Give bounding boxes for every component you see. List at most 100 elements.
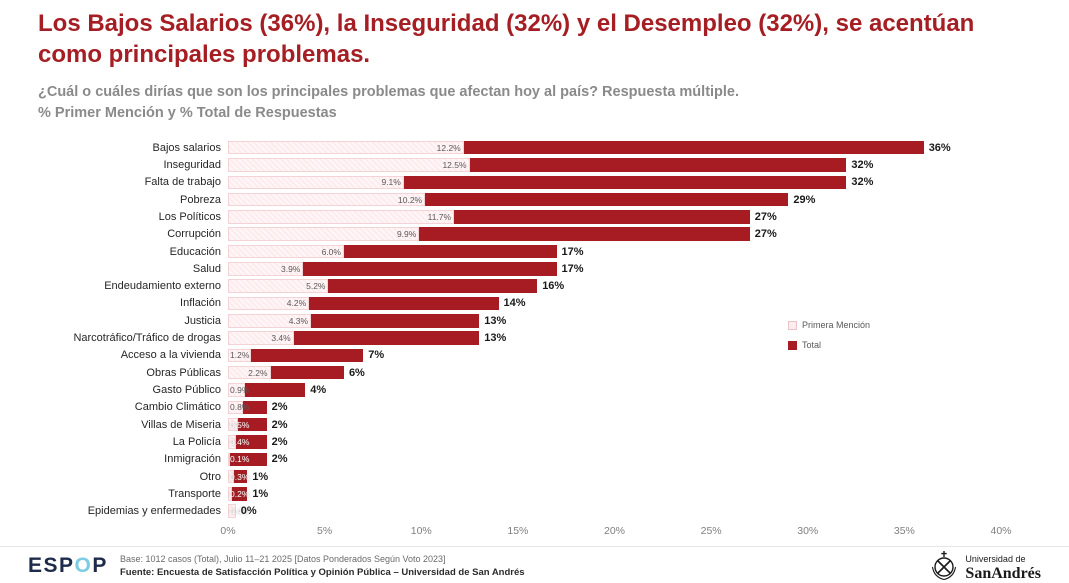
- total-value: 27%: [754, 210, 777, 223]
- row-plot-area: 5.2% 16%: [228, 279, 1001, 293]
- chart-row: Endeudamiento externo 5.2% 16%: [38, 278, 1001, 295]
- bar-chart: Bajos salarios 12.2% 36% Inseguridad 12.5% 32…: [38, 139, 1012, 545]
- total-bar: [233, 469, 248, 484]
- total-value: 1%: [252, 487, 269, 500]
- primera-mencion-value: 9.1%: [381, 177, 401, 188]
- total-value: 14%: [503, 297, 526, 310]
- total-value: 2%: [271, 435, 288, 448]
- x-axis-tick: 15%: [507, 524, 529, 537]
- source-notes: Base: 1012 casos (Total), Julio 11–21 20…: [120, 554, 525, 578]
- university-name: Universidad de SanAndrés: [965, 553, 1041, 582]
- primera-mencion-bar: [228, 348, 252, 363]
- chart-row: La Policía 0.4% 2%: [38, 433, 1001, 450]
- total-bar: [469, 158, 847, 172]
- university-name-line2: SanAndrés: [965, 564, 1041, 582]
- total-value: 7%: [368, 349, 385, 362]
- primera-mencion-value: 9.9%: [396, 229, 417, 240]
- row-plot-area: 0.4% 2%: [228, 435, 1001, 449]
- x-axis-tick: 20%: [603, 524, 626, 537]
- category-label: Transporte: [168, 487, 221, 500]
- university-name-line1: Universidad de: [965, 553, 1026, 564]
- x-axis-tick: 35%: [893, 524, 915, 537]
- total-bar: [328, 279, 538, 293]
- chart-row: Los Políticos 11.7% 27%: [38, 208, 1001, 225]
- primera-mencion-value: 0.4%: [230, 506, 250, 517]
- chart-row: Epidemias y enfermedades 0.4% 0%: [38, 503, 1001, 520]
- category-label: Inseguridad: [163, 158, 222, 171]
- category-label: Cambio Climático: [134, 401, 221, 414]
- row-plot-area: 0.4% 0%: [228, 504, 1001, 518]
- legend-item-primera-mencion: Primera Mención: [788, 320, 870, 330]
- legend-swatch-primera-mencion: [788, 320, 797, 330]
- legend-item-total: Total: [788, 340, 870, 350]
- chart-row: Cambio Climático 0.8% 2%: [38, 399, 1001, 416]
- chart-row: Acceso a la vivienda 1.2% 7%: [38, 347, 1001, 364]
- total-bar: [311, 314, 480, 328]
- total-value: 32%: [851, 158, 874, 171]
- total-bar: [463, 140, 924, 155]
- primera-mencion-value: 0.8%: [230, 402, 250, 413]
- row-plot-area: 0.9% 4%: [228, 383, 1001, 397]
- primera-mencion-bar: [228, 175, 404, 190]
- total-value: 6%: [348, 366, 365, 379]
- chart-row: Corrupción 9.9% 27%: [38, 226, 1001, 243]
- total-bar: [251, 348, 364, 363]
- x-axis-tick: 25%: [700, 524, 722, 537]
- row-plot-area: 0.2% 1%: [228, 487, 1001, 501]
- espop-logo-part2: P: [92, 554, 108, 577]
- chart-row: Narcotráfico/Tráfico de drogas 3.4% 13%: [38, 329, 1001, 346]
- primera-mencion-value: 0.5%: [230, 419, 250, 430]
- row-plot-area: 9.9% 27%: [228, 227, 1001, 241]
- category-label: Los Políticos: [158, 210, 221, 223]
- row-plot-area: 3.9% 17%: [228, 262, 1001, 276]
- total-bar: [237, 417, 267, 432]
- primera-mencion-bar: [228, 400, 244, 415]
- total-value: 32%: [851, 176, 874, 189]
- category-label: Falta de trabajo: [144, 176, 221, 189]
- row-plot-area: 0.5% 2%: [228, 417, 1001, 432]
- primera-mencion-bar: [228, 469, 234, 484]
- chart-row: Inmigración 0.1% 2%: [38, 451, 1001, 468]
- row-plot-area: 0.3% 1%: [228, 469, 1001, 484]
- row-plot-area: 0.1% 2%: [228, 452, 1001, 467]
- total-bar: [243, 400, 267, 415]
- total-bar: [229, 452, 267, 467]
- chart-row: Transporte 0.2% 1%: [38, 485, 1001, 502]
- chart-row: Otro 0.3% 1%: [38, 468, 1001, 485]
- category-label: Otro: [199, 470, 221, 483]
- primera-mencion-bar: [228, 435, 236, 449]
- category-label: Gasto Público: [152, 384, 221, 397]
- primera-mencion-value: 4.3%: [288, 315, 309, 326]
- primera-mencion-value: 0.9%: [230, 385, 250, 396]
- university-crest-icon: [929, 550, 959, 583]
- row-plot-area: 3.4% 13%: [228, 331, 1001, 345]
- primera-mencion-value: 1.2%: [230, 350, 250, 361]
- x-axis: 0% 5% 10% 15% 20% 25% 30% 35% 40%: [220, 524, 1011, 545]
- category-label: Educación: [169, 245, 221, 258]
- total-value: 13%: [484, 332, 507, 345]
- measure-note: % Primer Mención y % Total de Respuestas: [38, 105, 337, 121]
- primera-mencion-bar: [228, 227, 420, 241]
- row-plot-area: 2.2% 6%: [228, 365, 1001, 380]
- primera-mencion-bar: [228, 314, 312, 328]
- category-label: Villas de Miseria: [141, 418, 221, 431]
- row-plot-area: 10.2% 29%: [228, 192, 1001, 207]
- primera-mencion-bar: [228, 504, 236, 518]
- category-label: Inmigración: [164, 453, 221, 466]
- base-note: Base: 1012 casos (Total), Julio 11–21 20…: [120, 554, 446, 564]
- primera-mencion-bar: [228, 192, 426, 207]
- total-bar: [231, 487, 248, 501]
- primera-mencion-bar: [228, 210, 455, 224]
- primera-mencion-value: 12.2%: [436, 142, 461, 153]
- total-value: 29%: [793, 193, 816, 206]
- primera-mencion-value: 0.4%: [230, 436, 250, 447]
- primera-mencion-value: 12.5%: [442, 159, 467, 170]
- row-plot-area: 1.2% 7%: [228, 348, 1001, 363]
- primera-mencion-value: 5.2%: [306, 281, 326, 292]
- total-value: 4%: [310, 384, 327, 397]
- x-axis-tick: 40%: [990, 524, 1012, 537]
- chart-row: Justicia 4.3% 13%: [38, 312, 1001, 329]
- chart-row: Pobreza 10.2% 29%: [38, 191, 1001, 208]
- fuente-note: Fuente: Encuesta de Satisfacción Polític…: [120, 567, 525, 578]
